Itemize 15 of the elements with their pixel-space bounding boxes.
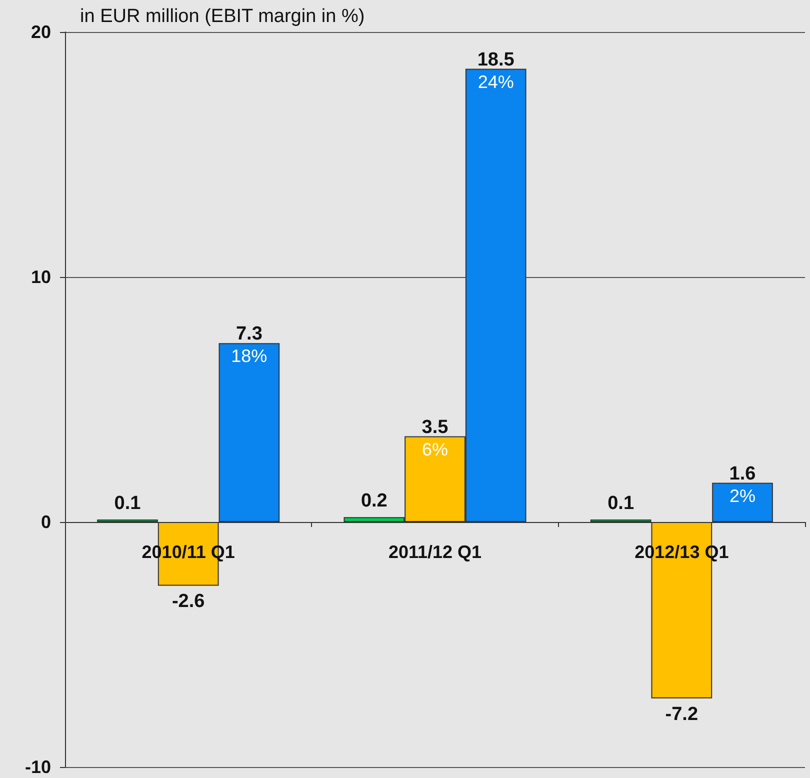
data-label: 0.2 — [360, 490, 388, 512]
data-label: -7.2 — [665, 704, 698, 725]
data-label: 7.3 18% — [231, 324, 268, 366]
y-tick-label: 0 — [40, 512, 51, 532]
data-label: 18.5 24% — [477, 49, 515, 92]
y-tick-label: -10 — [24, 757, 51, 777]
data-label: 0.1 — [608, 493, 634, 514]
data-label: -2.6 — [172, 591, 205, 612]
y-tick-label: 20 — [30, 22, 51, 42]
y-tick-label: 10 — [30, 267, 51, 287]
data-label: 1.6 2% — [729, 463, 756, 506]
data-label: 0.1 — [114, 493, 142, 514]
x-tick-label: 2011/12 Q1 — [388, 542, 482, 562]
y-axis-title: in EUR million (EBIT margin in %) — [80, 6, 365, 27]
data-label: 3.5 6% — [422, 416, 449, 460]
